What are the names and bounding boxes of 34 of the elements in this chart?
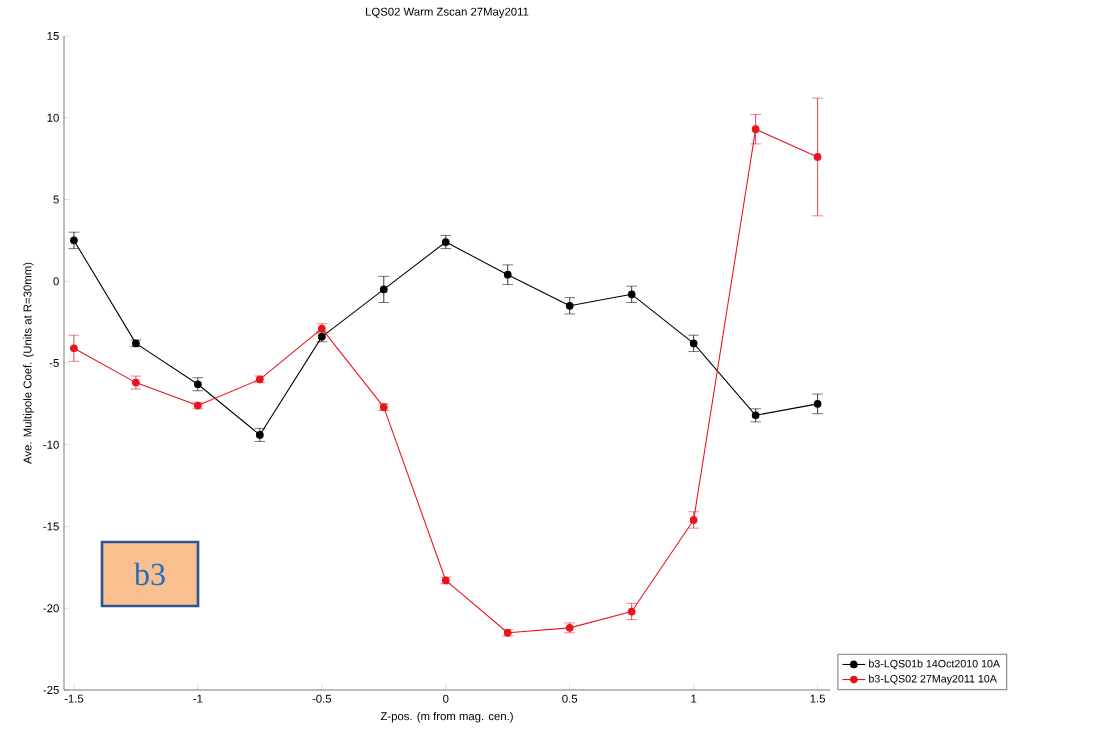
- y-tick-label: 5: [53, 195, 59, 204]
- y-tick-label: -5: [49, 359, 59, 367]
- x-tick-label: 0: [443, 694, 449, 703]
- point: [627, 607, 636, 616]
- point: [689, 339, 698, 348]
- x-tick-label: 1: [691, 694, 697, 703]
- point: [565, 301, 574, 310]
- x-axis-title: Z-pos. (m from mag. cen.): [380, 711, 513, 723]
- y-axis-title: Ave. Multipole Coef. (Units at R=30mm): [23, 262, 34, 464]
- point: [813, 153, 822, 161]
- y-tick-label: 0: [53, 277, 59, 286]
- x-tick-label: 0.5: [562, 694, 578, 703]
- legend-label: b3-LQS02 27May2011 10A: [869, 674, 997, 685]
- point: [751, 125, 760, 134]
- y-tick-label: 15: [47, 32, 59, 40]
- x-tick-label: -1: [193, 694, 203, 703]
- y-tick-label: -15: [43, 522, 59, 531]
- point: [503, 270, 512, 279]
- y-tick-label: -10: [43, 440, 59, 449]
- point: [689, 516, 698, 524]
- chart-title: LQS02 Warm Zscan 27May2011: [366, 7, 529, 18]
- point: [70, 344, 78, 353]
- annotation: b3: [134, 562, 165, 586]
- point: [379, 285, 388, 294]
- point: [70, 236, 78, 245]
- x-tick-label: -0.5: [312, 694, 332, 703]
- y-tick-label: 10: [47, 113, 59, 122]
- point: [627, 290, 636, 299]
- x-tick-label: -1.5: [64, 694, 84, 703]
- x-tick-label: 1.5: [810, 694, 826, 703]
- legend-label: b3-LQS01b 14Oct2010 10A: [869, 659, 1001, 670]
- y-tick-label: -25: [43, 686, 59, 694]
- y-tick-label: -20: [43, 604, 59, 613]
- point: [813, 400, 822, 408]
